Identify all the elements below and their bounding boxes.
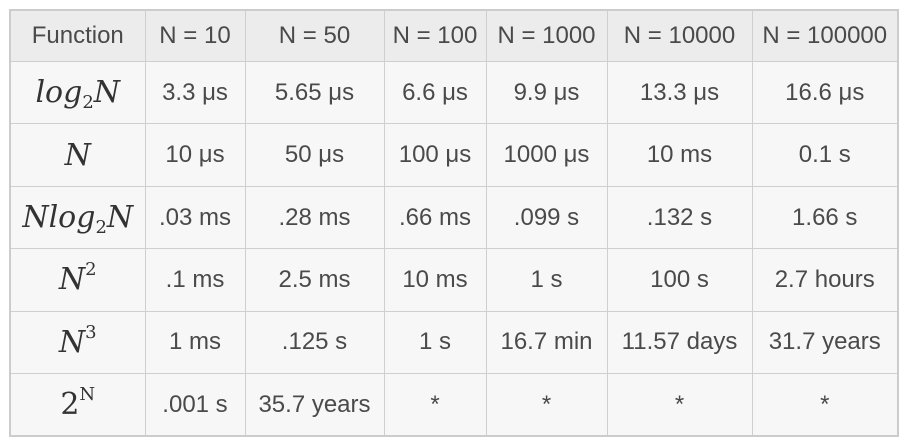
- function-base: 2: [60, 387, 80, 423]
- value-cell: *: [485, 373, 608, 437]
- value-cell: 2.7 hours: [751, 248, 899, 312]
- value-cell: 11.57 days: [606, 310, 753, 375]
- value-cell: 10 μs: [144, 123, 246, 187]
- function-subscript: 2: [82, 92, 94, 114]
- function-base: Nlog: [22, 200, 96, 236]
- value-cell: 100 s: [606, 248, 753, 312]
- value-cell: 50 μs: [244, 123, 385, 187]
- header-cell-function: Function: [9, 9, 146, 62]
- function-superscript: 2: [85, 259, 97, 281]
- value-cell: 100 μs: [383, 123, 487, 187]
- value-cell: .099 s: [485, 185, 608, 250]
- value-cell: .125 s: [244, 310, 385, 375]
- table-row: Nlog2N .03 ms .28 ms .66 ms .099 s .132 …: [9, 185, 899, 250]
- value-cell: 6.6 μs: [383, 60, 487, 125]
- header-cell-n50: N = 50: [244, 9, 385, 62]
- function-subscript: 2: [95, 217, 107, 239]
- function-base: N: [64, 137, 91, 173]
- value-cell: 0.1 s: [751, 123, 899, 187]
- value-cell: 35.7 years: [244, 373, 385, 437]
- value-cell: 5.65 μs: [244, 60, 385, 125]
- value-cell: .132 s: [606, 185, 753, 250]
- function-base: N: [58, 324, 86, 360]
- value-cell: 9.9 μs: [485, 60, 608, 125]
- value-cell: 1 s: [485, 248, 608, 312]
- value-cell: .1 ms: [144, 248, 246, 312]
- function-tail: N: [93, 75, 121, 111]
- header-cell-n10: N = 10: [144, 9, 246, 62]
- value-cell: *: [383, 373, 487, 437]
- function-cell: 2N: [9, 373, 146, 437]
- value-cell: 1 s: [383, 310, 487, 375]
- function-base: log: [35, 75, 83, 111]
- value-cell: 16.6 μs: [751, 60, 899, 125]
- function-cell: N: [9, 123, 146, 187]
- function-cell: N2: [9, 248, 146, 312]
- value-cell: *: [606, 373, 753, 437]
- table-row: N 10 μs 50 μs 100 μs 1000 μs 10 ms 0.1 s: [9, 123, 899, 187]
- table-row: 2N .001 s 35.7 years * * * *: [9, 373, 899, 437]
- value-cell: .03 ms: [144, 185, 246, 250]
- value-cell: 1 ms: [144, 310, 246, 375]
- header-row: Function N = 10 N = 50 N = 100 N = 1000 …: [9, 9, 899, 62]
- value-cell: 16.7 min: [485, 310, 608, 375]
- value-cell: 10 ms: [606, 123, 753, 187]
- value-cell: 31.7 years: [751, 310, 899, 375]
- value-cell: .28 ms: [244, 185, 385, 250]
- value-cell: 10 ms: [383, 248, 487, 312]
- header-cell-n10000: N = 10000: [606, 9, 753, 62]
- header-cell-n1000: N = 1000: [485, 9, 608, 62]
- function-superscript: N: [79, 384, 96, 406]
- value-cell: 3.3 μs: [144, 60, 246, 125]
- function-superscript: 3: [85, 321, 97, 343]
- function-cell: Nlog2N: [9, 185, 146, 250]
- function-cell: N3: [9, 310, 146, 375]
- table-row: N3 1 ms .125 s 1 s 16.7 min 11.57 days 3…: [9, 310, 899, 375]
- value-cell: 13.3 μs: [606, 60, 753, 125]
- function-base: N: [58, 262, 86, 298]
- table-row: N2 .1 ms 2.5 ms 10 ms 1 s 100 s 2.7 hour…: [9, 248, 899, 312]
- function-tail: N: [106, 200, 134, 236]
- function-cell: log2N: [9, 60, 146, 125]
- value-cell: 2.5 ms: [244, 248, 385, 312]
- value-cell: 1000 μs: [485, 123, 608, 187]
- value-cell: *: [751, 373, 899, 437]
- value-cell: 1.66 s: [751, 185, 899, 250]
- header-cell-n100: N = 100: [383, 9, 487, 62]
- table-row: log2N 3.3 μs 5.65 μs 6.6 μs 9.9 μs 13.3 …: [9, 60, 899, 125]
- complexity-table: Function N = 10 N = 50 N = 100 N = 1000 …: [9, 9, 899, 437]
- value-cell: .66 ms: [383, 185, 487, 250]
- value-cell: .001 s: [144, 373, 246, 437]
- header-cell-n100000: N = 100000: [751, 9, 899, 62]
